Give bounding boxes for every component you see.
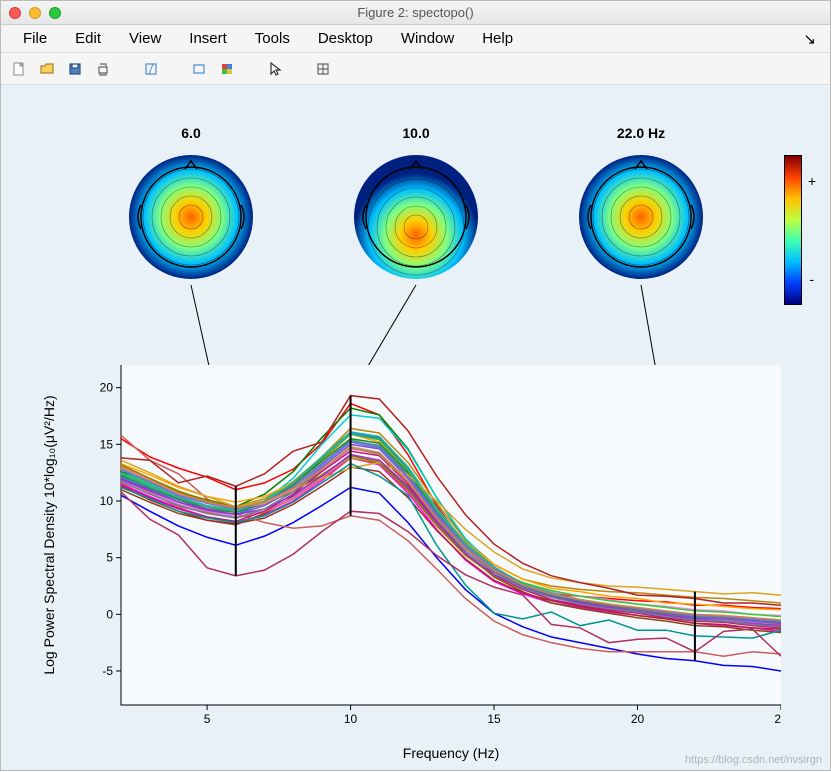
watermark: https://blog.csdn.net/nvsirgn xyxy=(685,754,822,766)
rect-icon[interactable] xyxy=(189,59,209,79)
menu-view[interactable]: View xyxy=(115,26,175,51)
titlebar: Figure 2: spectopo() xyxy=(1,1,830,25)
colorbar-gradient xyxy=(784,155,802,305)
svg-text:20: 20 xyxy=(100,381,114,395)
print-icon[interactable] xyxy=(93,59,113,79)
menu-insert[interactable]: Insert xyxy=(175,26,241,51)
svg-text:5: 5 xyxy=(106,551,113,565)
svg-text:15: 15 xyxy=(487,712,501,726)
cursor-icon[interactable] xyxy=(265,59,285,79)
traffic-lights xyxy=(9,7,61,19)
window-title: Figure 2: spectopo() xyxy=(1,5,830,20)
svg-text:20: 20 xyxy=(631,712,645,726)
y-axis-label: Log Power Spectral Density 10*log₁₀(μV²/… xyxy=(41,395,57,674)
menu-tools[interactable]: Tools xyxy=(241,26,304,51)
colorbox-icon[interactable] xyxy=(217,59,237,79)
new-file-icon[interactable] xyxy=(9,59,29,79)
toolbar xyxy=(1,53,830,85)
save-icon[interactable] xyxy=(65,59,85,79)
svg-text:5: 5 xyxy=(204,712,211,726)
topomap-2: 22.0 Hz xyxy=(571,125,711,287)
figure-area: 6.0 10.0 22.0 Hz + - 5 10 15 20 25 -5 0 5 10 15 20 L… xyxy=(1,85,830,770)
grid-icon[interactable] xyxy=(313,59,333,79)
link-icon[interactable] xyxy=(141,59,161,79)
svg-text:0: 0 xyxy=(106,607,113,621)
svg-text:-5: -5 xyxy=(102,664,113,678)
zoom-icon[interactable] xyxy=(49,7,61,19)
topomap-label: 6.0 xyxy=(121,125,261,141)
menu-window[interactable]: Window xyxy=(387,26,468,51)
svg-text:15: 15 xyxy=(100,437,114,451)
topomap-label: 22.0 Hz xyxy=(571,125,711,141)
menu-overflow-icon[interactable]: ↘ xyxy=(797,26,822,52)
svg-text:10: 10 xyxy=(344,712,358,726)
figure-window: Figure 2: spectopo() FileEditViewInsertT… xyxy=(0,0,831,771)
svg-text:25: 25 xyxy=(774,712,781,726)
minimize-icon[interactable] xyxy=(29,7,41,19)
open-file-icon[interactable] xyxy=(37,59,57,79)
topomap-row: 6.0 10.0 22.0 Hz xyxy=(1,125,830,305)
topomap-1: 10.0 xyxy=(346,125,486,287)
colorbar-minus-label: - xyxy=(809,271,814,287)
menubar: FileEditViewInsertToolsDesktopWindowHelp… xyxy=(1,25,830,53)
menu-help[interactable]: Help xyxy=(468,26,527,51)
menu-file[interactable]: File xyxy=(9,26,61,51)
spectrum-plot: 510152025-505101520 Log Power Spectral D… xyxy=(81,365,781,735)
menu-desktop[interactable]: Desktop xyxy=(304,26,387,51)
menu-edit[interactable]: Edit xyxy=(61,26,115,51)
topomap-label: 10.0 xyxy=(346,125,486,141)
x-axis-label: Frequency (Hz) xyxy=(403,745,499,761)
colorbar-plus-label: + xyxy=(808,173,816,189)
plot-svg: 5 10 15 20 25 -5 0 5 10 15 20 xyxy=(81,365,781,735)
close-icon[interactable] xyxy=(9,7,21,19)
topomap-0: 6.0 xyxy=(121,125,261,287)
colorbar: + - xyxy=(784,155,802,305)
svg-text:10: 10 xyxy=(100,494,114,508)
